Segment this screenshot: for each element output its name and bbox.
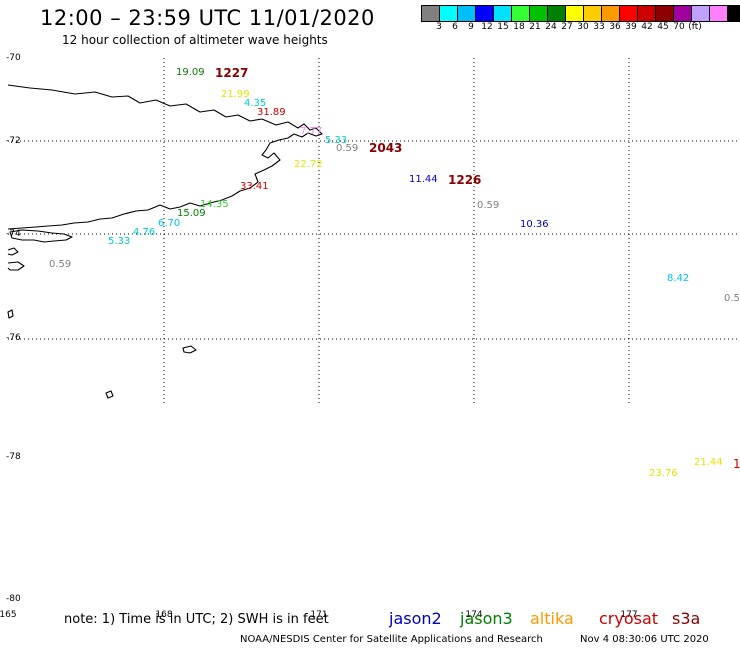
- wave-height-label: 11.44: [409, 174, 438, 185]
- colorbar-tick-label: 45: [657, 22, 669, 32]
- map-title: 12:00 – 23:59 UTC 11/01/2020: [40, 6, 375, 30]
- colorbar-tick-label: 3: [436, 22, 442, 32]
- lon-label: 168: [155, 610, 173, 620]
- lon-label: 177: [620, 610, 638, 620]
- colorbar-tick-label: 33: [593, 22, 605, 32]
- credit-line: NOAA/NESDIS Center for Satellite Applica…: [240, 634, 543, 645]
- wave-height-colorbar: [421, 5, 740, 22]
- pass-time-label: 1227: [215, 66, 249, 80]
- coastline-island-6: [7, 309, 14, 319]
- map-subtitle: 12 hour collection of altimeter wave hei…: [62, 33, 328, 47]
- footer-note: note: 1) Time is in UTC; 2) SWH is in fe…: [64, 612, 329, 627]
- lat-label: -78: [6, 452, 21, 462]
- wave-height-label: 19.09: [176, 67, 205, 78]
- wave-height-label: 22.72: [294, 159, 323, 170]
- wave-height-label: 0.59: [336, 143, 359, 154]
- coastline-island-1: [9, 229, 73, 243]
- colorbar-tick-label: 15: [497, 22, 509, 32]
- wave-height-label: 5.33: [325, 135, 348, 146]
- gridlines: [8, 58, 740, 405]
- coastline-island-2: [7, 247, 19, 256]
- coastline: [7, 84, 323, 399]
- lat-label: -74: [6, 229, 21, 239]
- wave-height-label: 14.35: [200, 199, 229, 210]
- wave-height-label: 21.99: [221, 89, 250, 100]
- wave-height-label: 8.42: [667, 273, 690, 284]
- colorbar-tick-label: 12: [481, 22, 493, 32]
- mission-jason3: jason3: [460, 609, 513, 628]
- colorbar-tick-label: 6: [452, 22, 458, 32]
- wave-height-label: 1: [733, 457, 740, 471]
- mission-s3a: s3a: [672, 609, 701, 628]
- lat-label: -80: [6, 594, 21, 604]
- wave-height-label: 7.77: [300, 126, 323, 137]
- lat-label: -70: [6, 53, 21, 63]
- colorbar-tick-label: 9: [468, 22, 474, 32]
- wave-height-label: 6.70: [158, 218, 181, 229]
- mission-cryosat: cryosat: [599, 609, 659, 628]
- mission-jason2: jason2: [389, 609, 442, 628]
- lon-label: 174: [465, 610, 483, 620]
- colorbar-tick-label: 27: [561, 22, 573, 32]
- colorbar-tick-label: 42: [641, 22, 653, 32]
- coastline-island-4: [182, 345, 197, 354]
- lat-label: -72: [6, 136, 21, 146]
- colorbar-tick-label: 36: [609, 22, 621, 32]
- colorbar-tick-label: 39: [625, 22, 637, 32]
- wave-height-label: 15.09: [177, 208, 206, 219]
- coastline-island-3: [7, 261, 25, 271]
- colorbar-tick-label: 24: [545, 22, 557, 32]
- pass-time-label: 2043: [369, 141, 403, 155]
- wave-height-label: 0.5: [724, 293, 740, 304]
- wave-height-label: 0.59: [49, 259, 72, 270]
- colorbar-swatch: [727, 5, 740, 22]
- colorbar-tick-label: 30: [577, 22, 589, 32]
- lat-label: -76: [6, 333, 21, 343]
- colorbar-tick-label: 21: [529, 22, 541, 32]
- colorbar-tick-label: 18: [513, 22, 525, 32]
- lon-label: 165: [0, 610, 17, 620]
- wave-height-label: 4.35: [244, 98, 267, 109]
- colorbar-labels: 3 6 9 12 15 18 21 24 27 30 33 36 39 42 45 70 (ft): [422, 22, 740, 34]
- colorbar-tick-label: (ft): [688, 22, 702, 32]
- generated-date: Nov 4 08:30:06 UTC 2020: [580, 634, 709, 645]
- wave-height-label: 5.33: [108, 236, 131, 247]
- wave-height-label: 21.44: [694, 457, 723, 468]
- wave-height-label: 33.41: [240, 181, 269, 192]
- wave-height-label: 0.59: [477, 200, 500, 211]
- pass-time-label: 1226: [448, 173, 482, 187]
- mission-altika: altika: [530, 609, 574, 628]
- wave-height-label: 23.76: [649, 468, 678, 479]
- coastline-north: [7, 84, 323, 230]
- lon-label: 171: [310, 610, 328, 620]
- wave-height-label: 4.76: [133, 227, 156, 238]
- wave-height-label: 31.89: [257, 107, 286, 118]
- colorbar-tick-label: 70: [673, 22, 685, 32]
- coastline-island-5: [105, 390, 114, 399]
- wave-height-label: 10.36: [520, 219, 549, 230]
